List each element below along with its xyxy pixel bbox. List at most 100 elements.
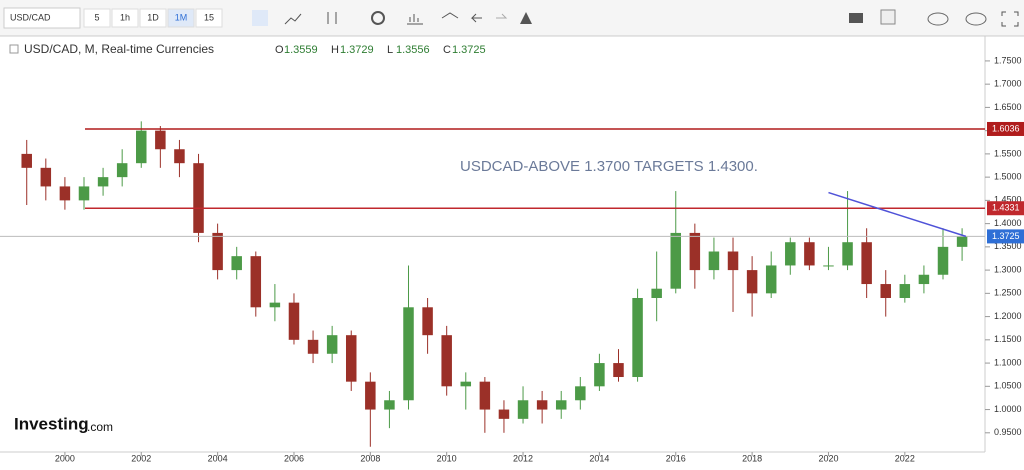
- candle-body: [441, 335, 452, 387]
- candle-body: [746, 270, 758, 294]
- cloud-load-icon[interactable]: [927, 12, 949, 26]
- y-tick-label: 1.7000: [994, 79, 1022, 89]
- chart-title: USD/CAD, M, Real-time Currencies: [24, 42, 214, 56]
- x-tick-label: 2008: [360, 453, 380, 463]
- symbol: USD/CAD: [10, 12, 51, 22]
- interval-button[interactable]: [111, 8, 139, 28]
- candle-body: [59, 186, 71, 201]
- candle-body: [918, 274, 930, 285]
- candle-body: [212, 232, 223, 271]
- undo-icon[interactable]: [470, 13, 482, 23]
- y-tick-label: 1.5000: [994, 172, 1022, 182]
- ohlc-value: 1.3729: [340, 44, 374, 56]
- candle-body: [956, 236, 968, 247]
- candle-body: [498, 409, 510, 419]
- candle-body: [670, 232, 682, 289]
- y-tick-label: 1.1500: [994, 334, 1022, 344]
- interval-label: 1D: [147, 12, 159, 22]
- candle-body: [307, 339, 319, 354]
- y-tick-label: 1.2500: [994, 288, 1022, 298]
- y-tick-label: 1.5500: [994, 148, 1022, 158]
- cloud-save-icon[interactable]: [965, 12, 987, 26]
- candle-body: [651, 288, 662, 298]
- interval-button[interactable]: [195, 8, 223, 28]
- candle-body: [689, 232, 701, 271]
- redo-icon[interactable]: [496, 13, 508, 19]
- fullscreen-icon[interactable]: [1001, 11, 1019, 27]
- color-icon[interactable]: [880, 9, 896, 25]
- x-tick-label: 2016: [666, 453, 686, 463]
- candle-body: [155, 130, 166, 150]
- y-tick-label: 1.2000: [994, 311, 1022, 321]
- y-tick-label: 1.6500: [994, 102, 1022, 112]
- y-tick-label: 1.3500: [994, 241, 1022, 251]
- indicators-icon[interactable]: [407, 14, 423, 25]
- x-tick-label: 2022: [895, 453, 915, 463]
- level-tag: [987, 201, 1024, 216]
- candle-body: [785, 242, 796, 266]
- level-tag: [987, 121, 1024, 136]
- candle-body: [326, 335, 338, 354]
- candle-body: [174, 149, 185, 164]
- candle-body: [823, 265, 834, 267]
- compare-icon[interactable]: [441, 12, 459, 19]
- candle-body: [269, 302, 281, 308]
- candle-body: [193, 163, 204, 233]
- candle-body: [937, 246, 949, 275]
- x-tick-label: 2010: [437, 453, 457, 463]
- current-price-tag: [987, 229, 1024, 244]
- y-tick-label: 0.9500: [994, 427, 1022, 437]
- candle-body: [384, 400, 395, 410]
- candle-body: [78, 186, 90, 201]
- candle-body: [727, 251, 739, 271]
- y-tick-label: 1.4000: [994, 218, 1022, 228]
- candle-body: [861, 242, 872, 285]
- x-tick-label: 2004: [208, 453, 228, 463]
- x-tick-label: 2014: [589, 453, 609, 463]
- x-tick-label: 2012: [513, 453, 533, 463]
- interval-button[interactable]: [139, 8, 167, 28]
- logo-suffix: .com: [87, 420, 113, 434]
- alert-icon[interactable]: [520, 12, 532, 24]
- y-tick-label: 1.0000: [994, 404, 1022, 414]
- candle-body: [231, 256, 242, 271]
- interval-button[interactable]: [167, 8, 195, 28]
- symbol-box[interactable]: [3, 7, 81, 29]
- interval-label: 15: [204, 12, 214, 22]
- candle-body: [116, 163, 128, 178]
- candle-body: [460, 381, 472, 387]
- ohlc-value: 1.3556: [396, 44, 430, 56]
- candle-body: [97, 177, 109, 187]
- candle-body: [365, 381, 376, 410]
- y-tick-label: 1.1000: [994, 357, 1022, 367]
- candle-body: [536, 400, 548, 410]
- candles-icon[interactable]: [252, 10, 268, 26]
- candle-body: [632, 297, 643, 378]
- x-tick-label: 2020: [818, 453, 838, 463]
- y-tick-label: 1.7500: [994, 55, 1022, 65]
- ohlc-values: O 1.3559 H 1.3729 L 1.3556 C 1.3725: [275, 44, 486, 56]
- candle-body: [804, 242, 815, 266]
- bars-icon[interactable]: [327, 12, 337, 24]
- current-price-label: 1.3725: [992, 231, 1020, 241]
- candle-body: [880, 284, 891, 298]
- level-label: 1.6036: [992, 123, 1020, 133]
- ohlc-label: L: [387, 44, 393, 56]
- settings-icon[interactable]: [371, 11, 385, 25]
- interval-buttons: 5 1h 1D 1M 15: [83, 8, 223, 28]
- candle-body: [613, 363, 624, 378]
- collapse-icon[interactable]: [9, 44, 19, 54]
- logo: Investing: [14, 414, 89, 433]
- interval-button[interactable]: [83, 8, 111, 28]
- interval-label: 1h: [120, 12, 130, 22]
- x-tick-label: 2002: [131, 453, 151, 463]
- plot: [21, 121, 968, 447]
- candle-body: [594, 363, 605, 387]
- candle-body: [479, 381, 491, 410]
- interval-label: 1M: [175, 12, 188, 22]
- camera-icon[interactable]: [849, 13, 863, 23]
- line-icon[interactable]: [284, 13, 302, 25]
- candle-body: [555, 400, 567, 410]
- ohlc-value: 1.3559: [284, 44, 318, 56]
- candle-body: [250, 256, 262, 308]
